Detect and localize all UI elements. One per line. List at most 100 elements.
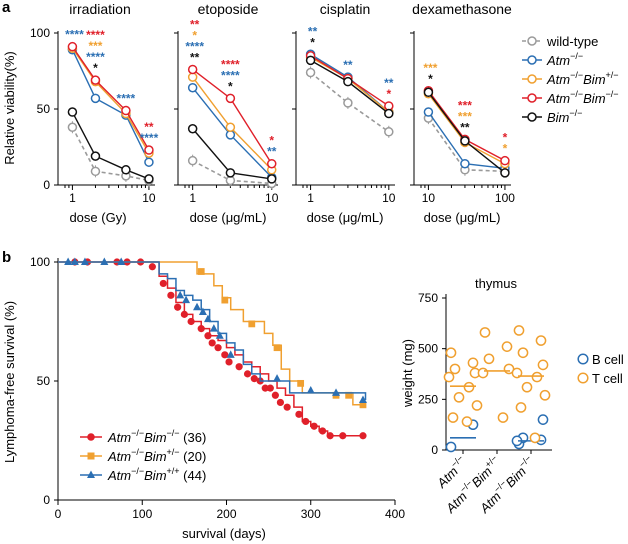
- legend-a-marker-atm_bim_null: [527, 93, 537, 103]
- chart-4-point-bim: [500, 168, 510, 178]
- survival-marker-atm_bim_null: [197, 325, 205, 333]
- chart-1-significance-stars: *: [93, 61, 98, 75]
- survival-marker-atm: [226, 350, 235, 358]
- chart-1-significance-stars: ****: [86, 50, 105, 64]
- chart-1-point-wildtype: [90, 166, 101, 177]
- legend-a-label-atm_bim_het: Atm−/−Bim+/−: [546, 70, 619, 87]
- thymus-y-tick-label: 250: [418, 392, 438, 406]
- thymus-point-t-cell: [449, 363, 461, 375]
- chart-4-title: dexamethasone: [412, 1, 512, 17]
- legend-a-label-atm_bim_null: Atm−/−Bim−/−: [546, 89, 619, 106]
- chart-3-point-bim: [384, 108, 394, 119]
- thymus-y-tick-label: 500: [418, 342, 438, 356]
- chart-1-point-atm_bim_null: [144, 145, 154, 155]
- survival-marker-atm: [203, 314, 212, 323]
- survival-marker-atm_bim_null: [221, 351, 229, 359]
- survival-marker-atm_bim_null: [204, 332, 212, 340]
- chart-2-point-bim: [266, 174, 277, 184]
- survival-marker-atm_bim_het: [273, 344, 281, 352]
- chart-1-point-bim: [67, 107, 78, 117]
- chart-1-significance-stars: ****: [65, 28, 84, 42]
- chart-1-point-atm_bim_null: [121, 105, 131, 116]
- survival-marker-atm_bim_null: [148, 263, 156, 271]
- survival-marker-atm_bim_het: [297, 379, 305, 387]
- chart-2-title: etoposide: [198, 1, 259, 17]
- legend-a-marker-atm: [527, 55, 537, 65]
- chart-2-x-tick-label: 10: [265, 191, 279, 205]
- chart-2-point-atm_bim_het: [187, 72, 198, 82]
- chart-1-title: irradiation: [69, 1, 130, 17]
- chart-2-significance-stars: *: [228, 79, 233, 93]
- chart-2-significance-stars: ****: [185, 39, 204, 53]
- survival-marker-atm_bim_null: [235, 363, 243, 371]
- chart-4-x-tick-label: 10: [422, 191, 436, 205]
- legend-a-label-bim: Bim−/−: [547, 108, 582, 125]
- survival-marker-atm_bim_null: [276, 398, 285, 407]
- chart-2-point-atm_bim_null: [266, 158, 277, 169]
- legend-b-label-atm: Atm−/−Bim+/+ (44): [107, 466, 206, 483]
- survival-marker-atm_bim_null: [326, 432, 334, 440]
- chart-4-significance-stars: ***: [423, 61, 437, 75]
- chart-2-point-atm: [225, 130, 236, 140]
- chart-3-point-atm_bim_null: [384, 101, 394, 111]
- thymus-ylabel: weight (mg): [400, 339, 415, 408]
- survival-marker-atm_bim_het: [345, 391, 353, 399]
- chart-4-significance-stars: *: [428, 72, 433, 86]
- thymus-point-t-cell: [461, 416, 473, 427]
- survival-marker-atm_bim_null: [159, 279, 167, 288]
- chart-2-point-bim: [187, 124, 198, 134]
- thymus-point-t-cell: [453, 391, 465, 403]
- thymus-legend-label: T cell: [592, 371, 623, 386]
- thymus-legend-marker: [577, 353, 589, 365]
- thymus-point-t-cell: [521, 381, 533, 393]
- survival-x-tick-label: 400: [385, 507, 405, 521]
- survival-marker-atm: [182, 295, 191, 304]
- thymus-point-t-cell: [517, 347, 529, 359]
- chart-4-point-bim: [460, 136, 470, 146]
- chart-3-xlabel: dose (μg/mL): [307, 210, 384, 225]
- survival-marker-atm: [198, 307, 207, 315]
- chart-1-point-atm_bim_null: [67, 41, 78, 52]
- survival-marker-atm_bim_het: [359, 401, 367, 409]
- chart-1-point-atm: [90, 93, 101, 104]
- chart-3-series-line-wildtype: [310, 71, 390, 133]
- panel-a-label: a: [2, 0, 11, 16]
- thymus-legend-label: B cell: [592, 352, 624, 367]
- thymus-y-tick-label: 750: [418, 291, 438, 305]
- survival-marker-atm_bim_null: [243, 370, 252, 378]
- chart-4-point-atm_bim_null: [500, 155, 510, 166]
- survival-marker-atm_bim_null: [266, 384, 274, 392]
- thymus-legend-marker: [577, 372, 589, 384]
- thymus-point-b-cell: [537, 414, 549, 425]
- legend-a-label-wildtype: wild-type: [546, 34, 598, 49]
- thymus-point-t-cell: [513, 325, 525, 336]
- chart-3-point-bim: [343, 76, 353, 87]
- thymus-title: thymus: [475, 276, 517, 291]
- thymus-point-t-cell: [515, 402, 527, 413]
- chart-1-point-bim: [144, 174, 154, 184]
- chart-4-significance-stars: *: [503, 142, 508, 156]
- chart-4-xlabel: dose (μg/mL): [424, 210, 501, 225]
- thymus-point-t-cell: [467, 357, 479, 369]
- survival-curve-atm_bim_het: [58, 261, 366, 406]
- chart-2-significance-stars: ****: [221, 68, 240, 82]
- chart-4-significance-stars: ***: [458, 98, 472, 112]
- chart-3-point-wildtype: [343, 98, 353, 108]
- survival-marker-atm_bim_null: [225, 358, 233, 366]
- survival-x-tick-label: 300: [301, 507, 321, 521]
- survival-marker-atm_bim_null: [261, 384, 269, 392]
- survival-ylabel: Lymphoma-free survival (%): [2, 301, 17, 463]
- legend-b-label-atm_bim_het: Atm−/−Bim+/− (20): [107, 447, 206, 464]
- legend-b-marker-atm_bim_null: [87, 433, 95, 441]
- chart-3-point-bim: [305, 55, 316, 66]
- chart-3-significance-stars: *: [310, 35, 315, 49]
- chart-3-x-tick-label: 1: [307, 191, 314, 205]
- survival-marker-atm_bim_null: [174, 303, 182, 311]
- legend-b-marker-atm: [87, 470, 95, 478]
- chart-2-point-atm: [187, 82, 198, 93]
- thymus-point-b-cell: [445, 441, 457, 453]
- legend-a-label-atm: Atm−/−: [546, 51, 583, 68]
- chart-1-series-line-atm_bim_het: [71, 47, 150, 154]
- survival-x-tick-label: 0: [55, 507, 62, 521]
